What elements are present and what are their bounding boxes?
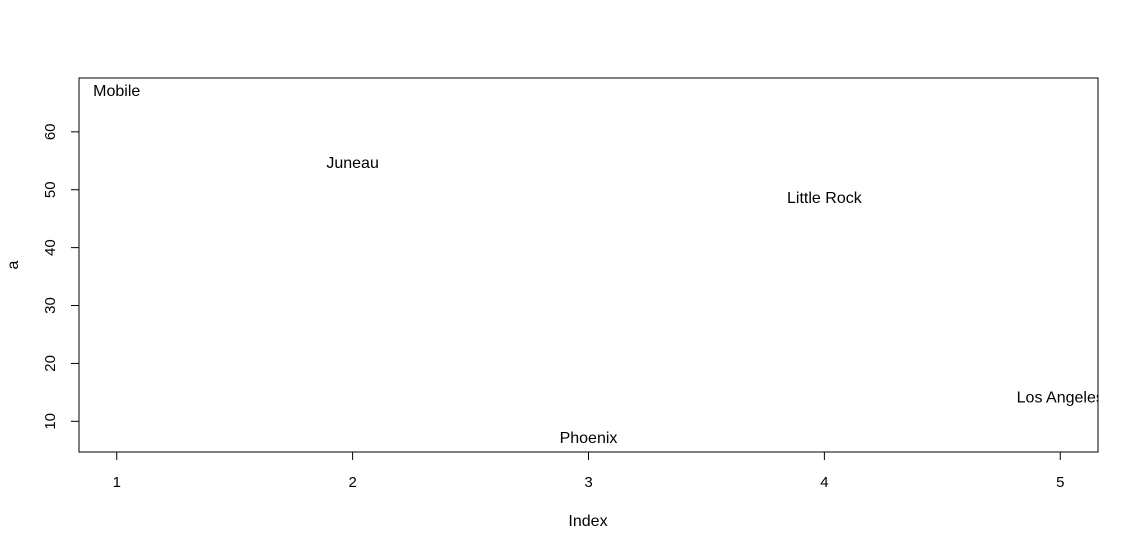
x-tick-label: 3 [584, 474, 592, 491]
x-axis-title: Index [568, 513, 607, 530]
y-tick-label: 60 [42, 123, 59, 140]
point-labels: Mobile Juneau Phoenix Little Rock Los Angele… [93, 83, 1104, 447]
y-tick-label: 30 [42, 297, 59, 314]
y-axis: 10 20 30 40 50 60 [42, 123, 80, 430]
plot-box [78, 77, 1099, 453]
x-tick-label: 2 [348, 474, 356, 491]
y-axis-title: a [5, 260, 22, 269]
point-label: Mobile [93, 83, 140, 100]
x-axis: 1 2 3 4 5 [113, 451, 1064, 491]
x-tick-label: 1 [113, 474, 121, 491]
point-label: Los Angeles [1017, 390, 1104, 407]
point-label: Juneau [326, 155, 379, 172]
point-label: Phoenix [560, 430, 618, 447]
x-tick-label: 5 [1056, 474, 1064, 491]
y-tick-label: 40 [42, 239, 59, 256]
y-tick-label: 20 [42, 355, 59, 372]
x-tick-label: 4 [820, 474, 828, 491]
y-tick-label: 10 [42, 413, 59, 430]
y-tick-label: 50 [42, 181, 59, 198]
point-label: Little Rock [787, 190, 863, 207]
